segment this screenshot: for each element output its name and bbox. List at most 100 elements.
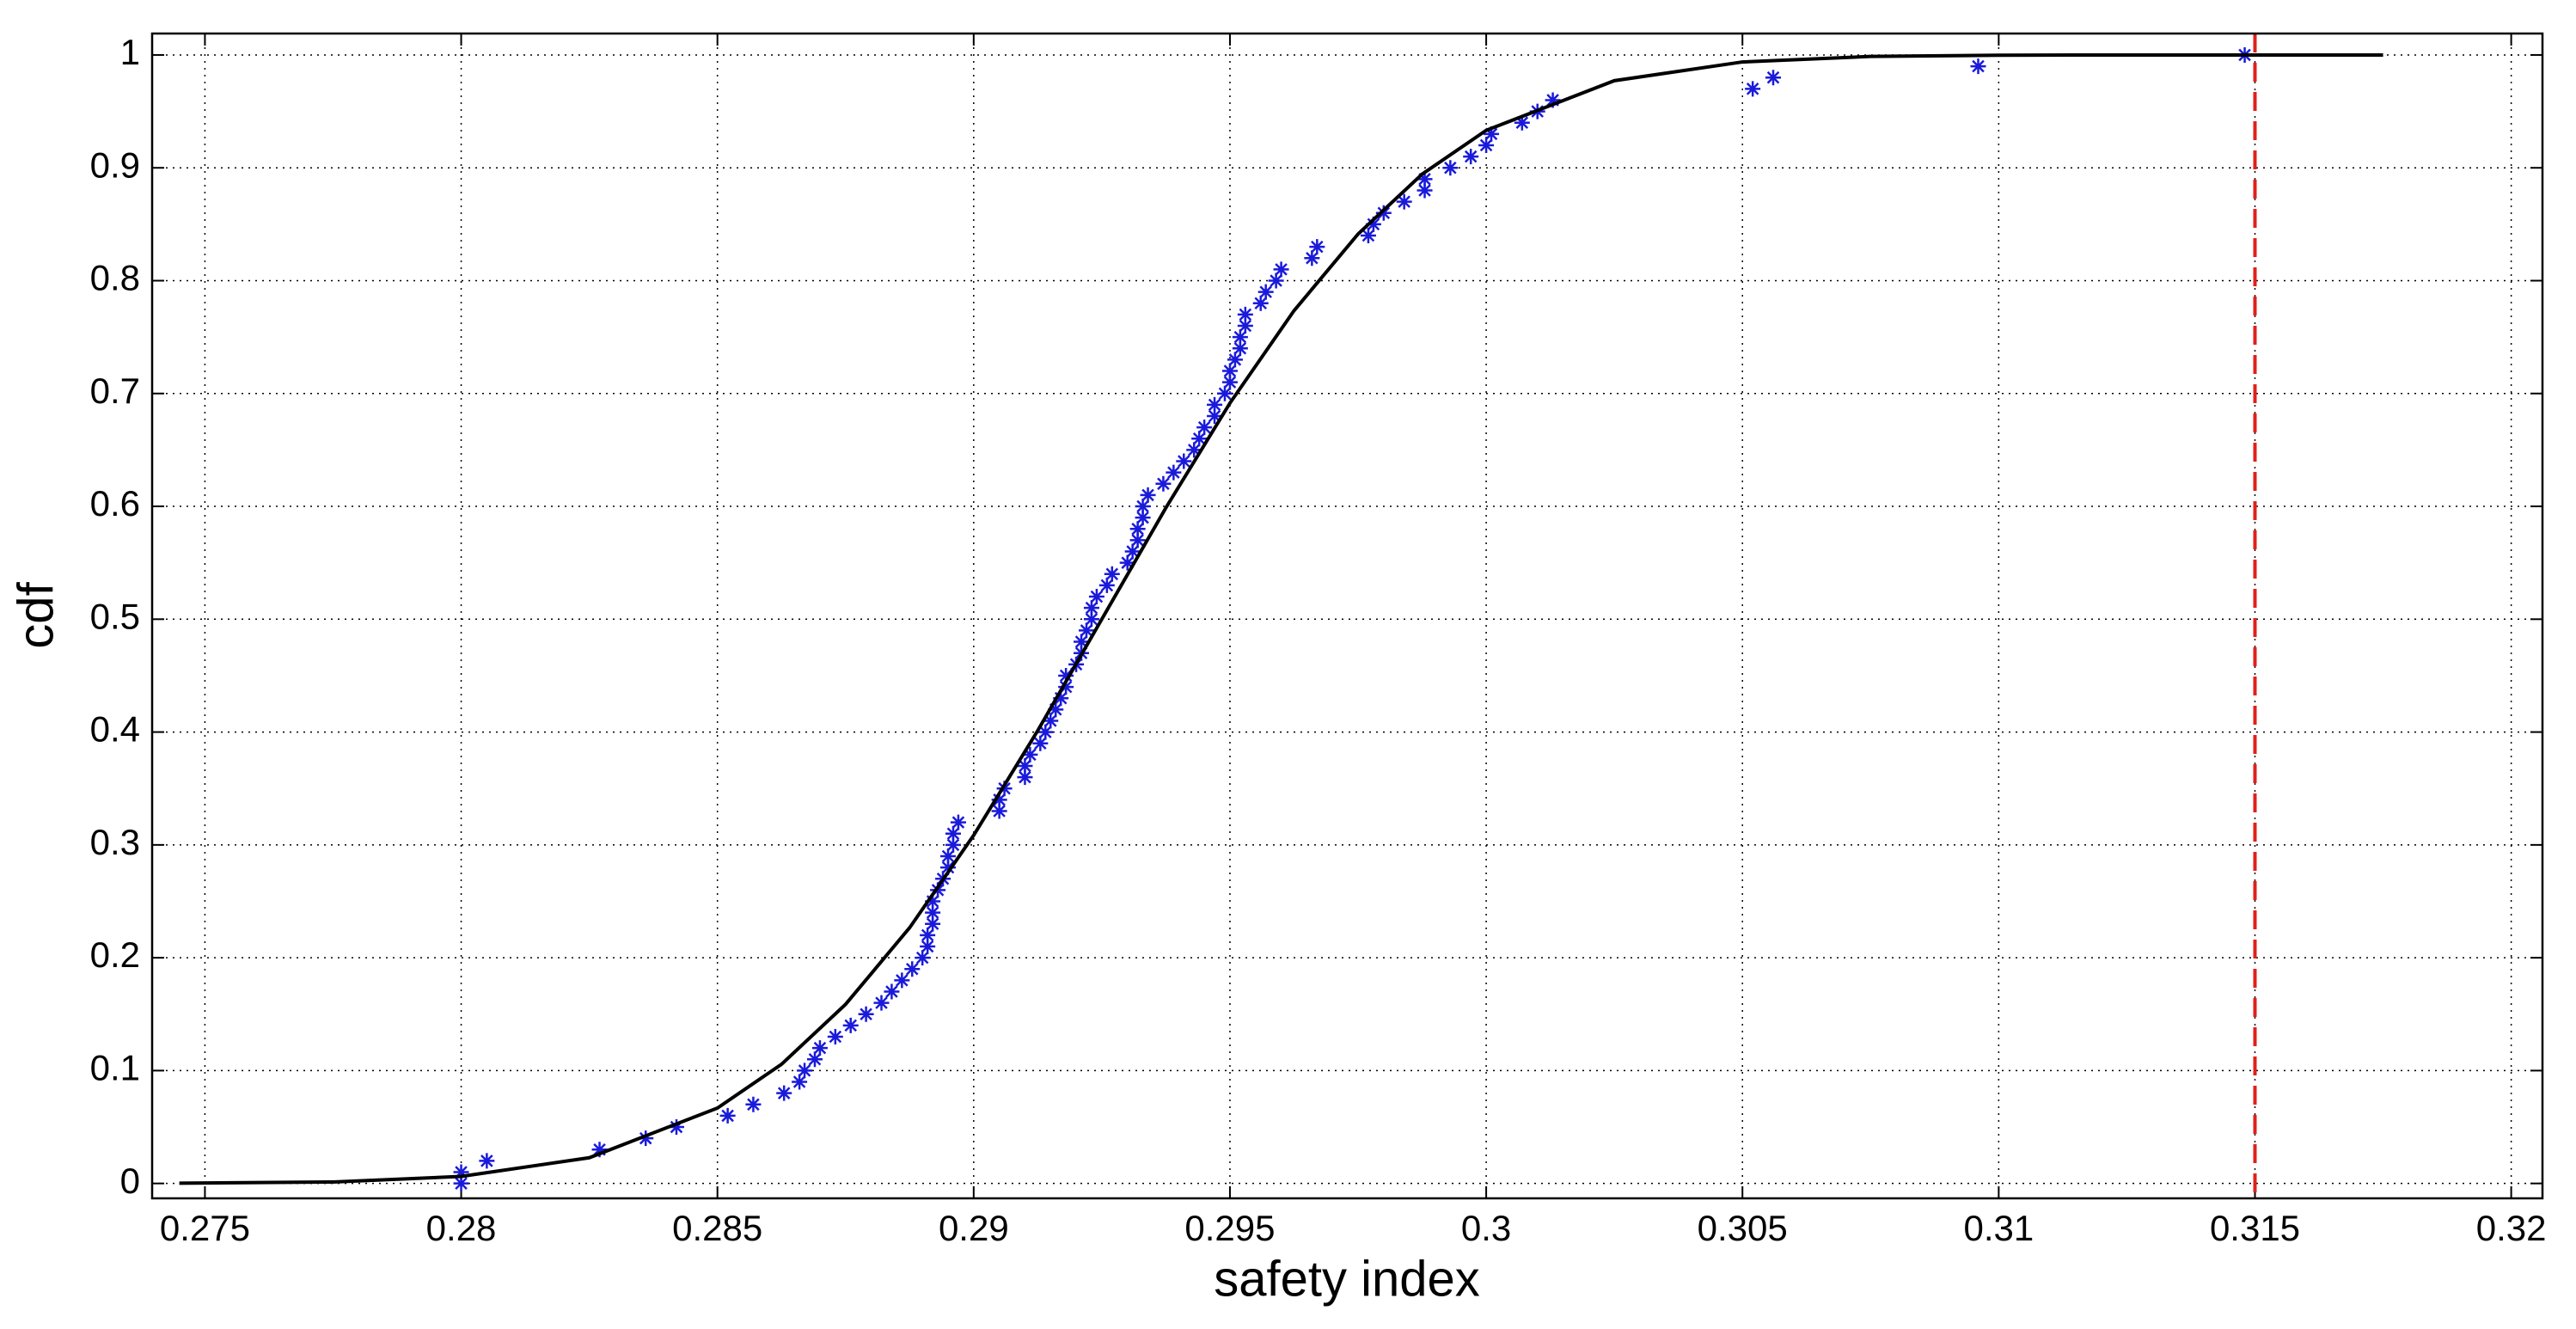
data-point	[1237, 317, 1253, 334]
data-point	[950, 814, 966, 830]
data-point	[1058, 679, 1074, 695]
data-point	[1017, 757, 1033, 774]
data-point	[1360, 227, 1376, 243]
y-tick-label: 0.2	[90, 934, 140, 975]
data-point	[920, 927, 936, 943]
data-point	[1088, 589, 1104, 605]
data-point	[1365, 216, 1381, 232]
y-tick-label: 1	[120, 32, 140, 72]
data-point	[453, 1175, 469, 1191]
data-point	[1079, 622, 1094, 639]
data-point	[806, 1051, 823, 1068]
data-point	[1129, 521, 1146, 537]
y-tick-label: 0.4	[90, 709, 140, 750]
data-point	[1196, 420, 1213, 436]
data-point	[1140, 487, 1156, 503]
y-tick-label: 0.3	[90, 822, 140, 862]
data-point	[792, 1074, 808, 1090]
data-point	[915, 950, 931, 966]
data-point	[1166, 464, 1182, 481]
x-axis-label: safety index	[1214, 1251, 1480, 1307]
data-point	[1017, 769, 1033, 786]
data-point	[1074, 634, 1090, 650]
x-tick-label: 0.275	[160, 1208, 250, 1248]
data-point	[1304, 250, 1320, 266]
data-point	[1043, 713, 1059, 729]
data-point	[827, 1029, 843, 1045]
x-tick-label: 0.295	[1184, 1208, 1275, 1248]
data-point	[1232, 329, 1248, 346]
data-point	[638, 1130, 654, 1147]
data-point	[1119, 554, 1135, 571]
data-point	[1514, 114, 1530, 131]
data-point	[479, 1153, 495, 1169]
data-point	[1124, 543, 1141, 560]
data-point	[1375, 205, 1392, 221]
data-point	[991, 792, 1007, 808]
data-point	[996, 781, 1013, 797]
x-tick-label: 0.315	[2210, 1208, 2300, 1248]
data-point	[925, 916, 941, 932]
data-point	[1221, 374, 1238, 390]
x-tick-label: 0.32	[2476, 1208, 2547, 1248]
data-point	[1309, 239, 1325, 255]
data-point	[1083, 600, 1099, 616]
data-point	[591, 1142, 608, 1158]
data-point	[1135, 510, 1151, 526]
data-point	[920, 939, 936, 954]
y-tick-label: 0.5	[90, 596, 140, 636]
data-point	[1191, 431, 1208, 447]
data-point	[1227, 352, 1243, 368]
y-tick-label: 0.7	[90, 371, 140, 411]
x-tick-label: 0.3	[1461, 1208, 1511, 1248]
data-point	[1216, 385, 1233, 401]
data-point	[811, 1040, 828, 1056]
data-point	[1032, 735, 1049, 751]
data-point	[776, 1085, 792, 1101]
data-point	[1396, 193, 1412, 210]
data-point	[453, 1164, 469, 1180]
y-tick-label: 0.9	[90, 144, 140, 185]
data-point	[1416, 171, 1433, 187]
fit-line	[179, 52, 2383, 1185]
data-point	[1129, 532, 1146, 548]
x-tick-label: 0.29	[939, 1208, 1009, 1248]
y-axis-label: cdf	[8, 581, 64, 648]
data-point	[1083, 611, 1099, 628]
data-point	[873, 995, 890, 1011]
data-point	[945, 825, 961, 842]
data-point	[1273, 261, 1289, 278]
data-point	[1037, 724, 1054, 740]
data-point	[1176, 453, 1192, 469]
data-point	[904, 961, 921, 977]
data-point	[1237, 306, 1253, 322]
plot-frame	[150, 32, 2544, 1200]
data-point	[1970, 58, 1986, 75]
data-point	[1232, 340, 1248, 357]
data-point	[945, 836, 961, 853]
data-point	[745, 1096, 762, 1112]
data-point	[842, 1017, 859, 1033]
data-point	[1478, 137, 1495, 153]
data-point	[1104, 566, 1120, 582]
data-point	[1221, 363, 1238, 379]
data-point	[1098, 577, 1115, 593]
data-point	[1155, 475, 1172, 492]
data-point	[925, 904, 941, 921]
data-point	[1048, 701, 1064, 718]
data-point	[1058, 667, 1074, 683]
data-point	[925, 893, 941, 909]
y-tick-label: 0.1	[90, 1047, 140, 1087]
data-point	[1053, 690, 1069, 707]
data-point	[940, 860, 957, 876]
data-point	[1252, 295, 1269, 311]
data-point	[1022, 746, 1038, 762]
data-point	[1442, 160, 1459, 176]
data-point	[884, 983, 900, 1000]
data-point	[1745, 81, 1761, 97]
data-point	[1268, 273, 1284, 289]
data-point	[858, 1006, 874, 1022]
data-point	[1135, 499, 1151, 515]
data-point	[1545, 92, 1561, 108]
